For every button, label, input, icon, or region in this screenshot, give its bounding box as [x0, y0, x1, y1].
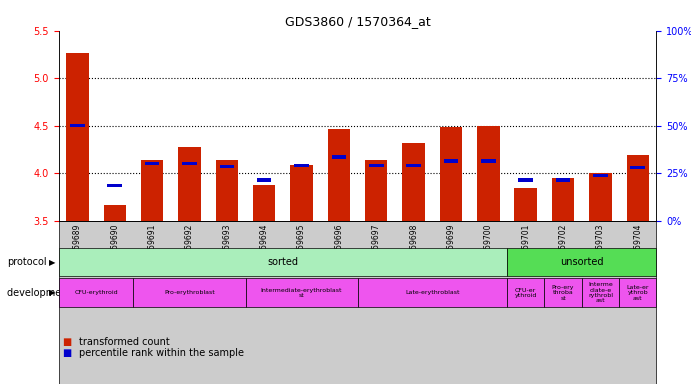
Text: Late-er
ythrob
ast: Late-er ythrob ast: [627, 285, 649, 301]
Text: percentile rank within the sample: percentile rank within the sample: [79, 348, 245, 358]
Bar: [332, 156, 346, 159]
Bar: [556, 178, 570, 182]
Bar: [108, 184, 122, 187]
Bar: [593, 174, 607, 177]
Bar: [477, 126, 500, 221]
Bar: [444, 159, 458, 162]
Text: protocol: protocol: [7, 257, 46, 267]
Bar: [406, 164, 421, 167]
Text: Interme
diate-e
rythrobl
ast: Interme diate-e rythrobl ast: [588, 282, 613, 303]
Text: transformed count: transformed count: [79, 337, 170, 347]
Text: ▶: ▶: [48, 258, 55, 266]
Bar: [145, 162, 160, 166]
Text: Pro-erythroblast: Pro-erythroblast: [164, 290, 215, 295]
Text: Intermediate-erythroblast
st: Intermediate-erythroblast st: [261, 288, 342, 298]
Text: Late-erythroblast: Late-erythroblast: [405, 290, 460, 295]
Bar: [216, 160, 238, 221]
Bar: [328, 129, 350, 221]
Bar: [104, 205, 126, 221]
Bar: [365, 160, 388, 221]
Title: GDS3860 / 1570364_at: GDS3860 / 1570364_at: [285, 15, 430, 28]
Bar: [402, 143, 425, 221]
Bar: [141, 160, 163, 221]
Bar: [66, 53, 88, 221]
Bar: [518, 178, 533, 182]
Text: unsorted: unsorted: [560, 257, 603, 267]
Bar: [589, 173, 612, 221]
Bar: [294, 164, 309, 167]
Bar: [369, 164, 384, 167]
Bar: [439, 127, 462, 221]
Bar: [290, 165, 313, 221]
Bar: [253, 185, 276, 221]
Bar: [178, 147, 200, 221]
Text: ■: ■: [62, 348, 71, 358]
Bar: [481, 159, 495, 162]
Text: development stage: development stage: [7, 288, 102, 298]
Bar: [70, 124, 85, 127]
Text: Pro-ery
throba
st: Pro-ery throba st: [552, 285, 574, 301]
Bar: [257, 178, 272, 182]
Bar: [220, 165, 234, 168]
Bar: [630, 166, 645, 169]
Text: CFU-erythroid: CFU-erythroid: [74, 290, 118, 295]
Bar: [515, 189, 537, 221]
Bar: [182, 162, 197, 166]
Text: ▶: ▶: [48, 288, 55, 297]
Text: CFU-er
ythroid: CFU-er ythroid: [515, 288, 537, 298]
Bar: [552, 178, 574, 221]
Text: ■: ■: [62, 337, 71, 347]
Bar: [627, 155, 649, 221]
Text: sorted: sorted: [267, 257, 299, 267]
